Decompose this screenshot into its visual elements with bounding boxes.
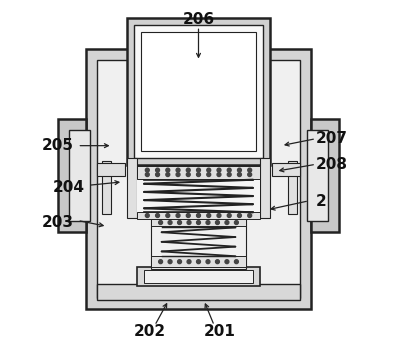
Bar: [127, 158, 137, 218]
Text: 208: 208: [316, 158, 348, 172]
Circle shape: [176, 173, 180, 177]
Text: 202: 202: [133, 324, 166, 339]
Bar: [260, 158, 270, 218]
Circle shape: [225, 220, 229, 225]
Circle shape: [206, 220, 210, 225]
Bar: [151, 219, 246, 269]
Circle shape: [168, 260, 172, 264]
Circle shape: [235, 260, 238, 264]
Bar: [86, 49, 311, 309]
Circle shape: [225, 260, 229, 264]
Circle shape: [197, 168, 200, 172]
Bar: [307, 130, 328, 221]
Circle shape: [156, 173, 160, 177]
Circle shape: [156, 168, 160, 172]
Circle shape: [168, 220, 172, 225]
Circle shape: [159, 220, 162, 225]
Bar: [141, 32, 256, 151]
Circle shape: [177, 220, 181, 225]
Circle shape: [177, 260, 181, 264]
Circle shape: [187, 220, 191, 225]
Bar: [86, 49, 311, 309]
Bar: [97, 163, 125, 176]
Circle shape: [227, 213, 231, 217]
Circle shape: [197, 213, 200, 217]
Text: 205: 205: [42, 138, 74, 153]
Bar: [97, 60, 300, 298]
Bar: [102, 161, 111, 214]
Circle shape: [207, 173, 211, 177]
Text: 201: 201: [204, 324, 235, 339]
Circle shape: [216, 260, 220, 264]
Circle shape: [156, 213, 160, 217]
Circle shape: [166, 168, 170, 172]
Circle shape: [186, 168, 190, 172]
Circle shape: [186, 173, 190, 177]
Text: 206: 206: [183, 12, 214, 27]
Circle shape: [145, 173, 149, 177]
Circle shape: [217, 213, 221, 217]
Bar: [272, 163, 300, 176]
Bar: [69, 130, 90, 221]
Text: 2: 2: [316, 194, 327, 209]
Circle shape: [159, 260, 162, 264]
Bar: [311, 119, 339, 232]
Bar: [144, 270, 253, 283]
Bar: [151, 219, 246, 226]
Circle shape: [145, 168, 149, 172]
Bar: [151, 256, 246, 267]
Circle shape: [237, 213, 241, 217]
Circle shape: [217, 173, 221, 177]
Circle shape: [197, 173, 200, 177]
Bar: [137, 267, 260, 286]
Circle shape: [186, 213, 190, 217]
Circle shape: [227, 173, 231, 177]
Bar: [127, 18, 270, 165]
Circle shape: [237, 168, 241, 172]
Circle shape: [166, 213, 170, 217]
Circle shape: [197, 260, 200, 264]
Text: 203: 203: [42, 216, 74, 230]
Circle shape: [235, 220, 238, 225]
Bar: [137, 166, 260, 179]
Bar: [288, 161, 297, 214]
Circle shape: [217, 168, 221, 172]
Circle shape: [206, 260, 210, 264]
Bar: [97, 284, 300, 300]
Circle shape: [207, 213, 211, 217]
Circle shape: [145, 213, 149, 217]
Bar: [137, 212, 260, 219]
Circle shape: [227, 168, 231, 172]
Circle shape: [207, 168, 211, 172]
Circle shape: [166, 173, 170, 177]
Circle shape: [248, 213, 252, 217]
Text: 207: 207: [316, 131, 348, 146]
Bar: [58, 119, 86, 232]
Circle shape: [197, 220, 200, 225]
Circle shape: [187, 260, 191, 264]
Circle shape: [248, 168, 252, 172]
Circle shape: [237, 173, 241, 177]
Circle shape: [248, 173, 252, 177]
Circle shape: [176, 213, 180, 217]
Circle shape: [176, 168, 180, 172]
Text: 204: 204: [53, 180, 85, 195]
Circle shape: [216, 220, 220, 225]
Bar: [137, 179, 260, 218]
Bar: [133, 25, 264, 158]
